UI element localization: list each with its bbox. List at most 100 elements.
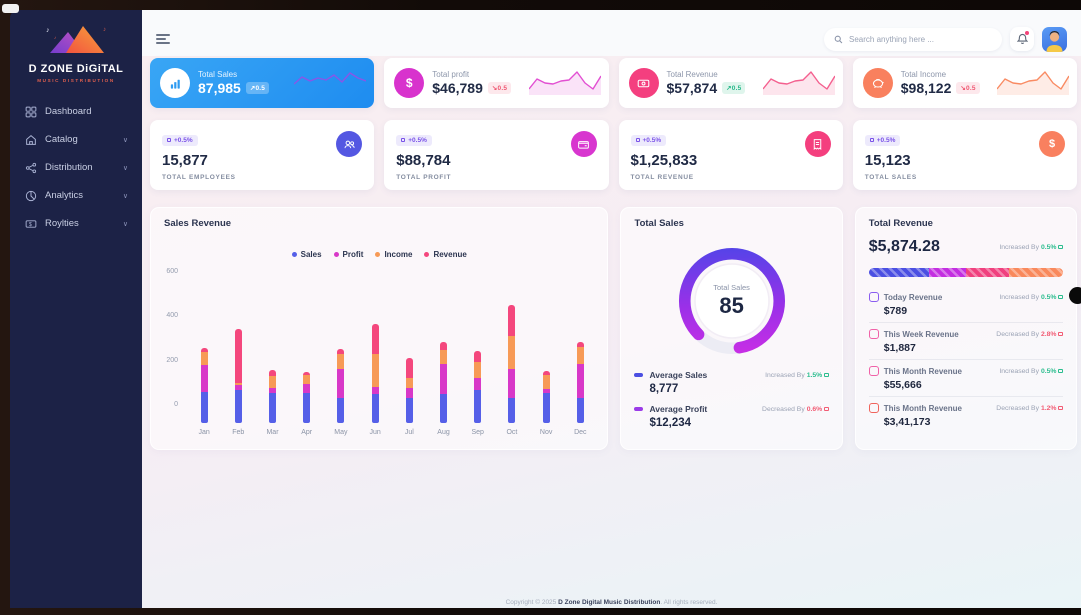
avatar-person-icon	[1046, 30, 1063, 52]
bar-group-sep: Sep	[461, 268, 495, 436]
card-value: $57,874	[666, 80, 718, 96]
sidebar: ♪ ♪ ♪ D ZONE DiGiTAL MUSIC DISTRIBUTION …	[10, 10, 142, 608]
trend-badge: ↘0.5	[956, 82, 980, 94]
card-title: Total Revenue	[666, 70, 718, 79]
y-axis-tick: 200	[166, 356, 178, 364]
bar-segment-profit	[337, 369, 345, 399]
card-total-employees[interactable]: +0.5% 15,877 TOTAL EMPLOYEES	[150, 120, 375, 190]
arrow-up-box-icon	[824, 372, 829, 378]
arrow-up-box-icon	[1058, 294, 1063, 300]
stacked-bar[interactable]	[576, 342, 584, 423]
row-value: $55,666	[883, 379, 922, 391]
card-total-sales[interactable]: Total Sales 87,985 ↗0.5	[150, 58, 375, 108]
sidebar-item-distribution[interactable]: Distribution ∨	[24, 161, 128, 174]
card-total-sales-2[interactable]: +0.5% 15,123 TOTAL SALES $	[852, 120, 1077, 190]
x-axis-label: Mar	[266, 429, 279, 436]
sidebar-item-roylties[interactable]: $ Roylties ∨	[24, 217, 128, 230]
trend-box-icon	[167, 138, 171, 142]
stacked-bar[interactable]	[508, 305, 516, 423]
footer-text: Copyright © 2025	[505, 599, 559, 606]
bar-segment-profit	[371, 386, 379, 394]
card-total-profit[interactable]: $ Total profit $46,789 ↘0.5	[384, 58, 609, 108]
notification-bell-button[interactable]	[1010, 27, 1034, 51]
trend-text: Increased By 0.5%	[999, 294, 1063, 301]
y-axis-ticks: 600 400 200 0	[164, 268, 178, 408]
card-total-revenue-2[interactable]: +0.5% $1,25,833 TOTAL REVENUE	[618, 120, 843, 190]
dollar-icon: $	[394, 68, 425, 98]
stacked-bar[interactable]	[371, 323, 379, 423]
wallet-icon	[570, 131, 597, 157]
stacked-bar[interactable]	[269, 370, 276, 423]
sidebar-item-analytics[interactable]: Analytics ∨	[24, 189, 128, 202]
bar-segment-revenue	[405, 358, 413, 379]
bar-segment-sales	[508, 397, 516, 423]
bar-segment-sales	[405, 398, 413, 423]
stacked-bar[interactable]	[337, 349, 345, 423]
row-value: $1,887	[883, 342, 916, 354]
bar-segment-sales	[440, 394, 448, 423]
trend-badge: +0.5%	[162, 134, 198, 146]
catalog-icon	[24, 133, 37, 146]
legend-item-sales: Sales	[291, 250, 322, 259]
stacked-bar[interactable]	[474, 351, 482, 423]
revenue-row[interactable]: This Month Revenue Decreased By 1.2% $3,41…	[868, 397, 1063, 433]
calendar-icon	[868, 292, 879, 302]
stacked-bar[interactable]	[303, 371, 311, 423]
bar-segment-sales	[371, 393, 379, 423]
sidebar-item-dashboard[interactable]: Dashboard	[24, 105, 128, 118]
x-axis-label: Apr	[301, 429, 313, 436]
trend-badge: +0.5%	[396, 134, 432, 146]
revenue-row[interactable]: This Week Revenue Decreased By 2.8% $1,887	[868, 323, 1063, 360]
donut-gauge	[621, 238, 841, 364]
card-value: 15,123	[864, 152, 911, 169]
logo-subtitle: MUSIC DISTRIBUTION	[37, 78, 115, 83]
x-axis-label: Jan	[198, 429, 210, 436]
revenue-progress-bar	[868, 268, 1063, 277]
card-value: $46,789	[432, 80, 483, 96]
screen-edge-dot	[1069, 287, 1081, 304]
stacked-bar[interactable]	[234, 329, 242, 423]
revenue-row[interactable]: This Month Revenue Increased By 0.5% $55,6…	[868, 360, 1063, 397]
sidebar-item-catalog[interactable]: Catalog ∨	[24, 133, 128, 146]
chevron-down-icon: ∨	[122, 220, 128, 228]
card-total-income[interactable]: Total Income $98,122 ↘0.5	[852, 58, 1077, 108]
sparkline-chart	[528, 71, 601, 95]
distribution-icon	[24, 161, 37, 174]
footer-brand: D Zone Digital Music Distribution	[558, 599, 661, 606]
card-total-profit-2[interactable]: +0.5% $88,784 TOTAL PROFIT	[384, 120, 609, 190]
arrow-up-box-icon	[1058, 368, 1063, 374]
sidebar-nav: Dashboard Catalog ∨ Distribution ∨ Analytics ∨…	[10, 105, 142, 230]
stacked-bar[interactable]	[405, 358, 413, 423]
svg-text:$: $	[28, 221, 31, 227]
row-value: $12,234	[649, 417, 692, 429]
card-value: $98,122	[900, 80, 952, 96]
bar-segment-sales	[576, 397, 584, 423]
card-value: 87,985	[198, 80, 241, 96]
card-value: 15,877	[162, 152, 208, 169]
x-axis-label: Aug	[437, 429, 450, 436]
bar-segment-profit	[508, 368, 516, 398]
legend-label: Revenue	[433, 250, 467, 259]
footer: Copyright © 2025 D Zone Digital Music Di…	[142, 599, 1081, 606]
trend-text: Increased By 1.5%	[765, 372, 829, 379]
progress-segment	[965, 268, 1009, 277]
svg-text:♪: ♪	[54, 35, 56, 40]
banknote-icon	[628, 68, 659, 98]
stacked-bar[interactable]	[440, 341, 448, 423]
search-bar[interactable]	[824, 27, 1002, 51]
stacked-bar[interactable]	[200, 348, 208, 423]
bar-group-nov: Nov	[529, 268, 563, 436]
search-input[interactable]	[849, 34, 992, 44]
bar-group-aug: Aug	[426, 268, 460, 436]
y-axis-tick: 0	[174, 400, 178, 408]
y-axis-tick: 400	[166, 312, 178, 320]
stacked-bar[interactable]	[542, 371, 550, 423]
calendar-icon	[868, 366, 879, 376]
hamburger-menu-icon[interactable]	[156, 34, 170, 44]
app-logo: ♪ ♪ ♪ D ZONE DiGiTAL MUSIC DISTRIBUTION	[10, 10, 142, 83]
user-avatar[interactable]	[1042, 26, 1067, 52]
bar-segment-revenue	[508, 305, 516, 336]
trend-text: Increased By 0.5%	[999, 368, 1063, 375]
card-total-revenue[interactable]: Total Revenue $57,874 ↗0.5	[618, 58, 843, 108]
revenue-row[interactable]: Today Revenue Increased By 0.5% $789	[868, 286, 1063, 323]
